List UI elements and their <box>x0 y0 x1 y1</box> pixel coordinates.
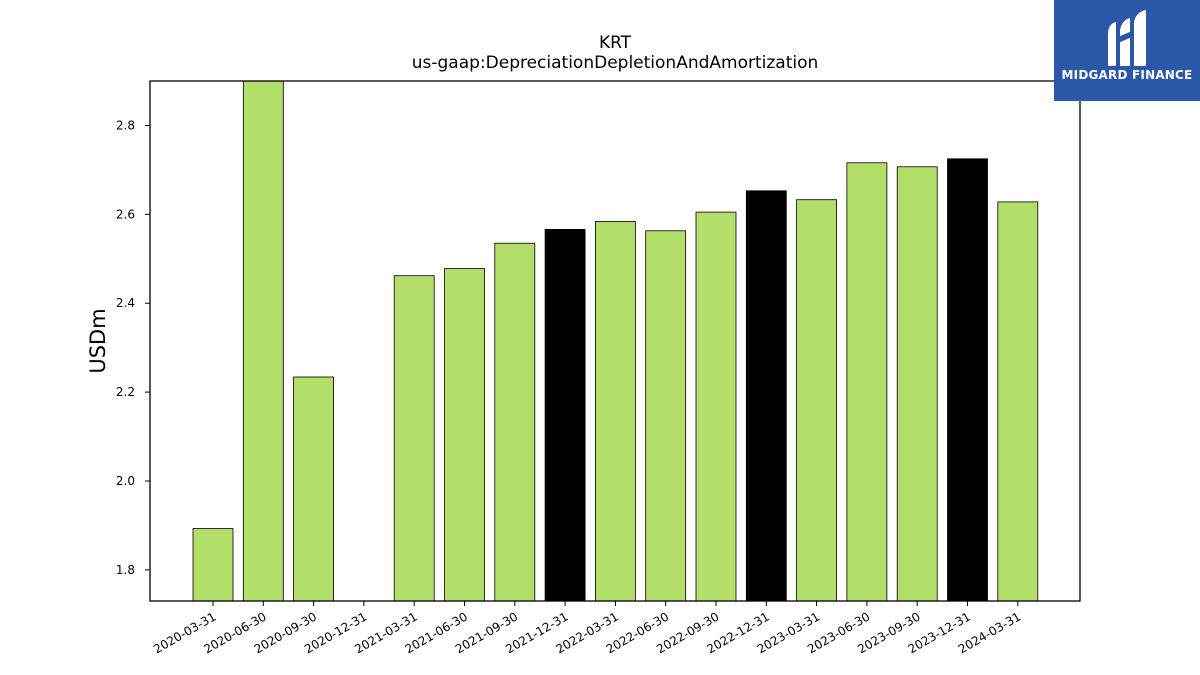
y-tick-label: 2.2 <box>116 385 135 399</box>
y-tick-label: 2.0 <box>116 474 135 488</box>
bar-2022-06-30 <box>645 230 687 602</box>
bar-2021-12-31 <box>544 228 586 602</box>
y-tick-label: 2.8 <box>116 118 135 132</box>
bar-2020-03-31 <box>192 528 234 602</box>
bar-2023-09-30 <box>896 166 938 602</box>
y-axis-label: USDm <box>86 308 110 373</box>
bar-2022-12-31 <box>745 190 787 602</box>
bars-group <box>192 80 1039 602</box>
chart-title: KRT <box>599 33 632 53</box>
y-tick-label: 2.4 <box>116 296 135 310</box>
y-tick-label: 1.8 <box>116 563 135 577</box>
bar-2022-09-30 <box>695 211 737 602</box>
brand-logo: MIDGARD FINANCE <box>1054 0 1200 101</box>
bar-2020-09-30 <box>293 376 335 602</box>
chart-subtitle: us-gaap:DepreciationDepletionAndAmortiza… <box>412 53 819 73</box>
bar-2023-03-31 <box>796 199 837 602</box>
brand-name: MIDGARD FINANCE <box>1061 68 1193 82</box>
bar-2024-03-31 <box>997 201 1039 602</box>
bar-2021-06-30 <box>444 268 485 602</box>
y-axis: 1.8 2.0 2.2 2.4 2.6 2.8 <box>116 118 150 577</box>
plot-frame <box>149 80 1081 602</box>
bar-2023-06-30 <box>846 162 888 602</box>
x-axis: 2020-03-312020-06-302020-09-302020-12-31… <box>151 601 1023 656</box>
bar-2021-03-31 <box>393 275 435 602</box>
midgard-m-logo-icon <box>1108 10 1146 66</box>
y-tick-label: 2.6 <box>116 207 135 221</box>
bar-2022-03-31 <box>595 220 636 602</box>
bar-2021-09-30 <box>494 242 536 602</box>
bar-2020-06-30 <box>242 80 284 602</box>
bar-2023-12-31 <box>947 158 988 602</box>
